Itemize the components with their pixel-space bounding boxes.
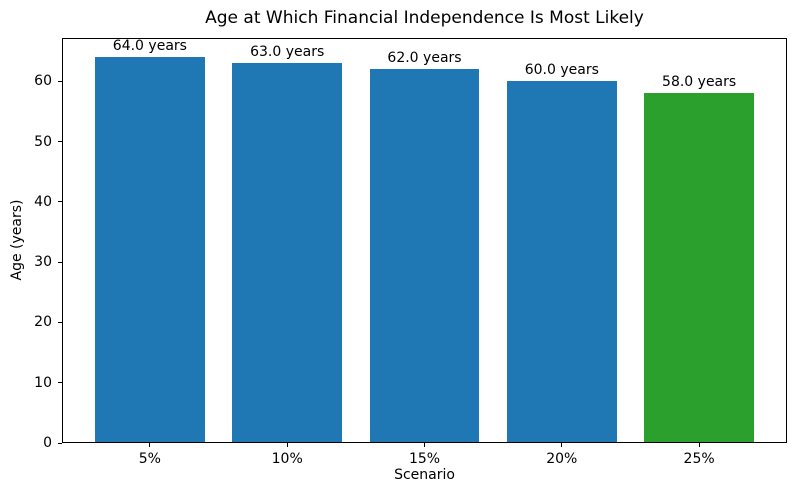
plot-area: 64.0 years 5% 63.0 years 10% 62.0 years 15% 60… bbox=[34, 38, 787, 467]
y-tick-mark bbox=[58, 261, 62, 263]
y-tick-mark bbox=[58, 442, 62, 444]
bar-20% bbox=[506, 81, 617, 443]
y-tick-label: 40 bbox=[34, 193, 52, 210]
y-tick-mark bbox=[58, 382, 62, 384]
y-tick-label: 0 bbox=[43, 435, 52, 451]
bar-15% bbox=[369, 69, 480, 443]
x-tick-mark bbox=[561, 443, 563, 447]
y-tick-mark bbox=[58, 321, 62, 323]
x-tick-label: 15% bbox=[408, 451, 441, 467]
x-tick-label: 25% bbox=[683, 451, 715, 467]
y-tick-label: 60 bbox=[34, 73, 52, 90]
x-tick-label: 20% bbox=[546, 451, 578, 467]
bar-value-label: 58.0 years bbox=[662, 74, 737, 91]
y-axis-label: Age (years) bbox=[9, 199, 25, 281]
y-tick-label: 50 bbox=[34, 133, 52, 150]
bar-value-label: 60.0 years bbox=[524, 62, 599, 79]
x-tick-mark bbox=[149, 443, 151, 447]
bar-value-label: 63.0 years bbox=[250, 44, 325, 61]
x-axis-label: Scenario bbox=[394, 467, 455, 483]
bar-10% bbox=[232, 63, 343, 443]
y-tick-label: 10 bbox=[34, 374, 52, 391]
bar-value-label: 64.0 years bbox=[112, 38, 187, 55]
x-tick-mark bbox=[424, 443, 425, 447]
x-tick-label: 10% bbox=[271, 451, 303, 467]
y-tick-label: 30 bbox=[34, 254, 52, 271]
y-tick-label: 20 bbox=[34, 314, 52, 331]
y-tick-mark bbox=[58, 141, 62, 143]
bar-5% bbox=[94, 57, 205, 443]
bar-value-label: 62.0 years bbox=[387, 50, 462, 67]
x-tick-label: 5% bbox=[138, 451, 161, 467]
x-tick-mark bbox=[698, 443, 700, 447]
chart-title: Age at Which Financial Independence Is M… bbox=[205, 8, 644, 28]
y-tick-mark bbox=[58, 80, 62, 82]
bar-25% bbox=[644, 93, 755, 443]
y-tick-mark bbox=[58, 201, 62, 203]
x-tick-mark bbox=[286, 443, 288, 447]
